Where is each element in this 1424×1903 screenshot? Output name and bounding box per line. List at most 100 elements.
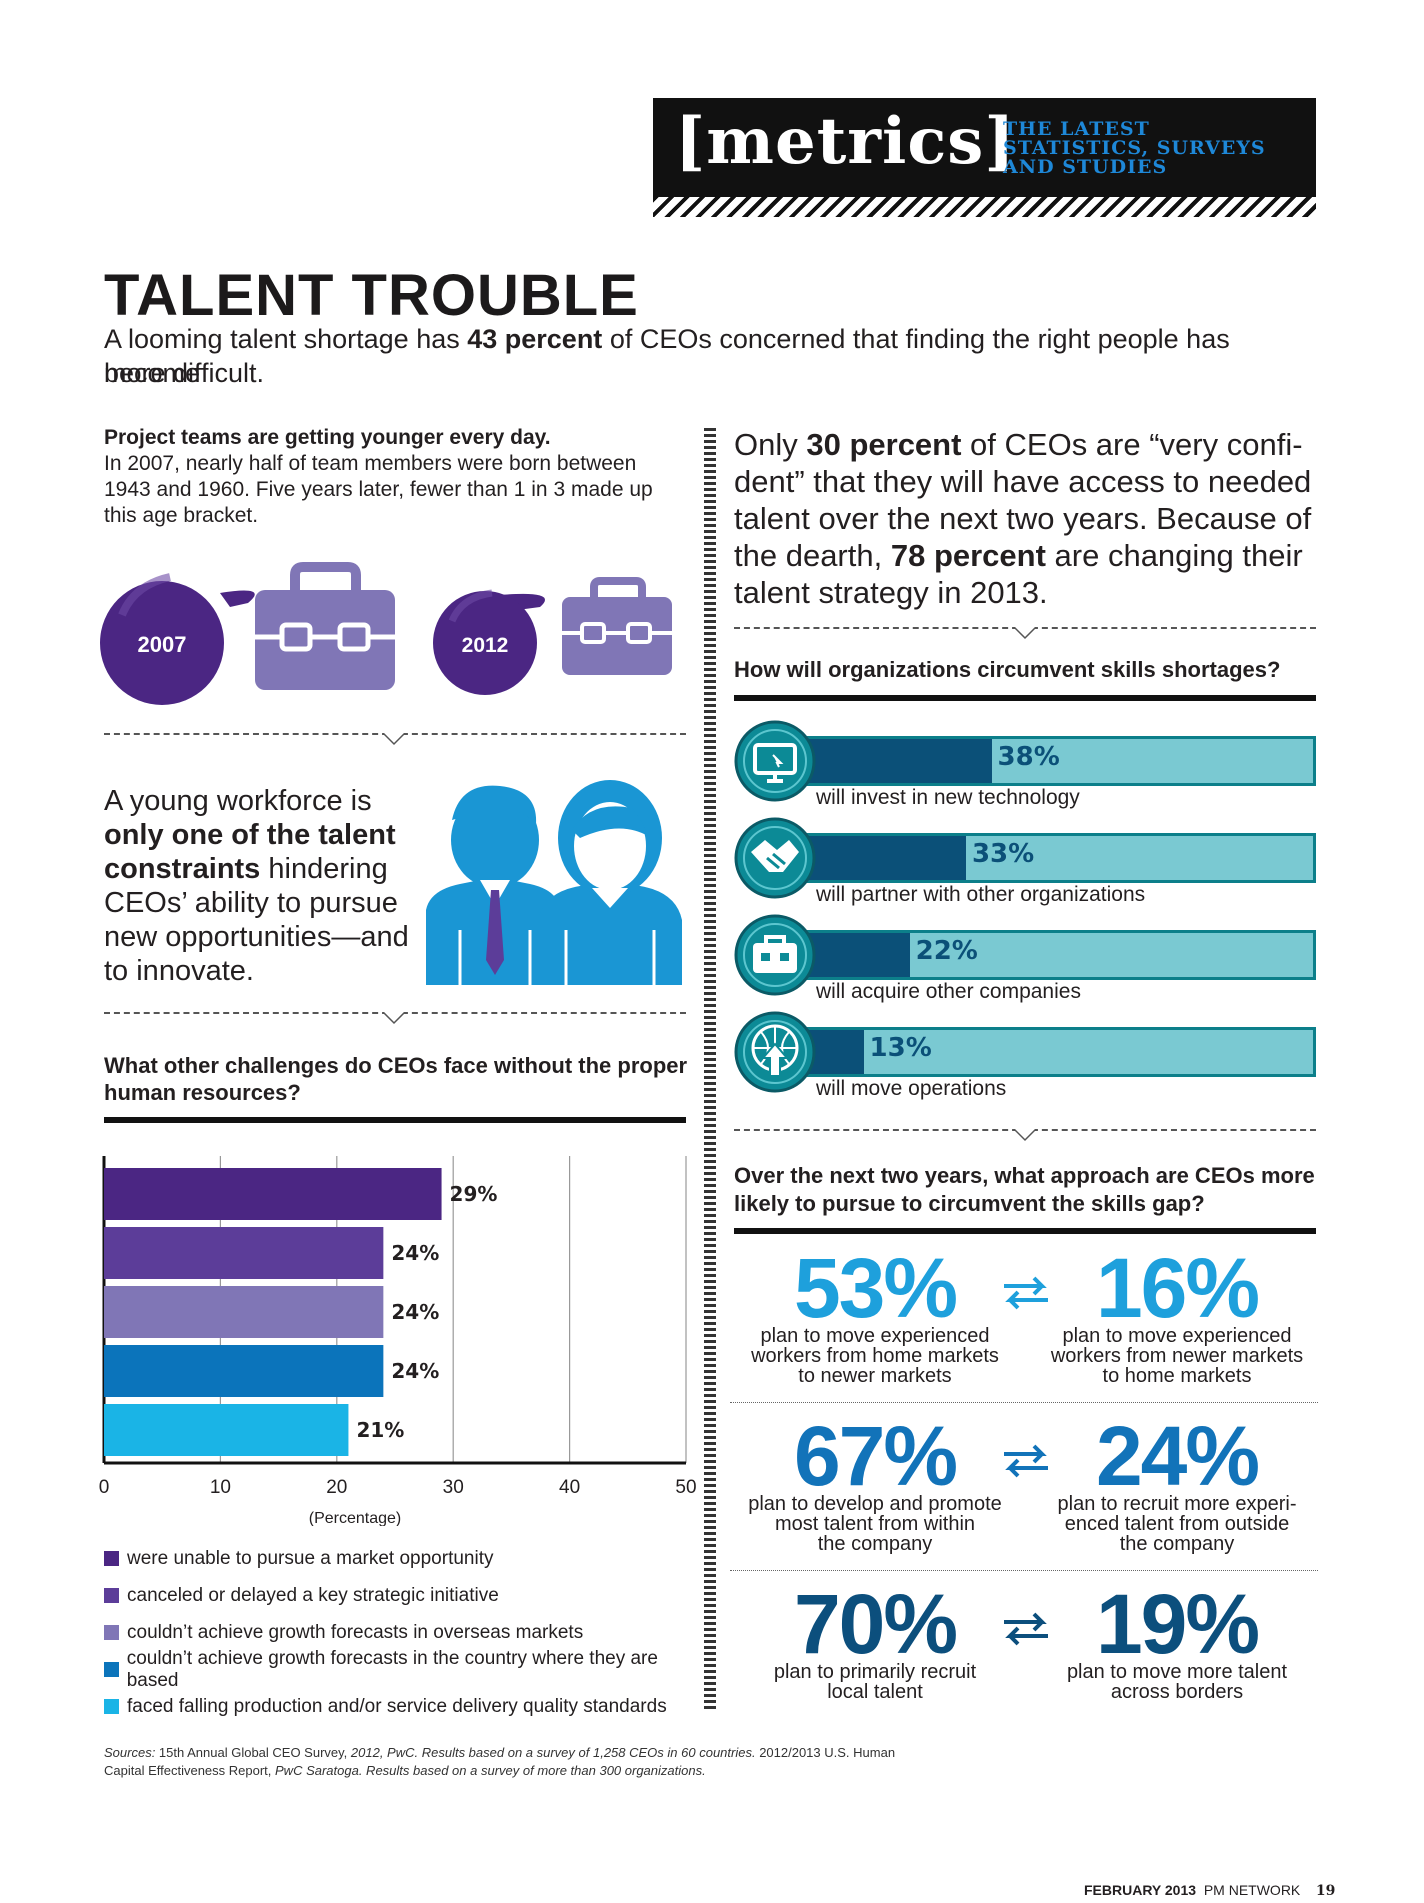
intro-bold: 43 percent <box>467 324 603 354</box>
data-label: 33% <box>971 839 1035 869</box>
bar <box>104 1168 442 1220</box>
workforce-text: hindering <box>260 853 388 885</box>
legend-item: couldn’t achieve growth forecasts in the… <box>104 1648 704 1691</box>
caption-left: plan to move experienced workers from hom… <box>730 1326 1020 1386</box>
intro-line: A looming talent shortage has 43 percent… <box>104 322 1324 390</box>
caption-line: the company <box>817 1533 933 1555</box>
swap-arrows-icon <box>1004 1276 1048 1310</box>
shortage-row: 13% will move operations <box>734 1009 1316 1106</box>
intro-line: more difficult. <box>104 358 265 388</box>
banner-tagline: THE LATEST STATISTICS, SURVEYS AND STUDI… <box>1003 120 1303 177</box>
row-divider <box>730 1570 1318 1571</box>
globe-icon <box>734 1011 816 1093</box>
caption-line: workers from home markets <box>751 1345 999 1367</box>
legend-label: faced falling production and/or service … <box>127 1695 667 1717</box>
workforce-block: A young workforce is only one of the tal… <box>104 784 434 988</box>
confidence-bold: 30 percent <box>806 427 962 462</box>
teams-heading: Project teams are getting younger every … <box>104 426 551 449</box>
data-label: 38% <box>997 742 1060 772</box>
handshake-icon <box>734 817 816 899</box>
x-axis-label: (Percentage) <box>309 1510 402 1526</box>
confidence-text: the dearth, <box>734 538 891 573</box>
caption-line: local talent <box>827 1681 923 1703</box>
percent-right: 19% <box>1095 1577 1260 1671</box>
sources-label: Sources: <box>104 1745 156 1760</box>
caption-line: plan to develop and promote <box>748 1493 1002 1515</box>
caption-left: plan to develop and promote most talent f… <box>730 1494 1020 1554</box>
caption-line: enced talent from outside <box>1064 1513 1290 1535</box>
caption-line: the company <box>1119 1533 1235 1555</box>
caption-line: plan to move experienced <box>1062 1325 1292 1347</box>
age-icons: 2007 2012 <box>100 562 672 705</box>
caption-line: workers from newer markets <box>1050 1345 1304 1367</box>
bar <box>801 739 992 783</box>
shortage-row: 38% will invest in new technology <box>734 718 1316 815</box>
rule <box>104 1117 686 1123</box>
caption-line: to home markets <box>1102 1365 1252 1387</box>
bar <box>104 1404 349 1456</box>
caption-right: plan to move experienced workers from new… <box>1032 1326 1322 1386</box>
caption-line: plan to move experienced <box>760 1325 990 1347</box>
confidence-bold: 78 percent <box>890 538 1046 573</box>
bar <box>104 1227 384 1279</box>
approach-heading: Over the next two years, what approach a… <box>734 1162 1334 1218</box>
percent-left: 67% <box>793 1409 958 1503</box>
sources-text: 2012/2013 U.S. Human <box>755 1745 896 1760</box>
confidence-line: talent over the next two years. Because … <box>734 501 1312 536</box>
confidence-text: Only <box>734 427 807 462</box>
approach-heading-line: Over the next two years, what approach a… <box>734 1163 1315 1188</box>
caption-left: plan to primarily recruit local talent <box>730 1662 1020 1702</box>
rule <box>734 1228 1316 1234</box>
x-tick-label: 0 <box>99 1477 110 1498</box>
footer-publication: PM NETWORK <box>1203 1882 1301 1898</box>
sources-text: PwC Saratoga. Results based on a survey … <box>275 1763 706 1778</box>
swap-arrows-icon <box>1004 1612 1048 1646</box>
percent-left: 53% <box>793 1241 958 1335</box>
divider-notch <box>1014 1129 1036 1142</box>
caption-right: plan to move more talent across borders <box>1032 1662 1322 1702</box>
category-label: will invest in new technology <box>816 786 1080 809</box>
data-label: 24% <box>391 1300 439 1324</box>
shortages-heading: How will organizations circumvent skills… <box>734 657 1281 682</box>
challenges-heading-line: What other challenges do CEOs face witho… <box>104 1053 688 1078</box>
legend-label: were unable to pursue a market opportuni… <box>127 1547 494 1569</box>
people-icon <box>426 780 682 985</box>
challenges-heading: What other challenges do CEOs face witho… <box>104 1052 704 1106</box>
data-label: 24% <box>391 1359 439 1383</box>
metrics-banner: [metrics] THE LATEST STATISTICS, SURVEYS… <box>653 98 1316 197</box>
caption-right: plan to recruit more experi-enced talent… <box>1032 1494 1322 1554</box>
row-divider <box>730 1402 1318 1403</box>
category-label: will partner with other organizations <box>816 883 1146 906</box>
workforce-line: to innovate. <box>104 955 254 987</box>
teams-body-line: this age bracket. <box>104 504 259 527</box>
bar <box>801 836 966 880</box>
legend-item: were unable to pursue a market opportuni… <box>104 1540 704 1577</box>
x-tick-label: 40 <box>559 1477 580 1498</box>
data-label: 24% <box>391 1241 439 1265</box>
challenges-heading-line: human resources? <box>104 1080 301 1105</box>
x-tick-label: 50 <box>675 1477 696 1498</box>
bar <box>104 1286 384 1338</box>
legend-item: couldn’t achieve growth forecasts in ove… <box>104 1614 704 1651</box>
challenges-bar-chart: 0 10 20 30 40 50 29% 24% 24% 24% 21% (Percentage) <box>99 1156 697 1526</box>
bar <box>801 933 910 977</box>
divider-notch <box>383 733 405 746</box>
legend-item: faced falling production and/or service … <box>104 1688 704 1725</box>
teams-body-line: 1943 and 1960. Five years later, fewer t… <box>104 478 653 501</box>
legend-label: canceled or delayed a key strategic init… <box>127 1584 499 1606</box>
column-divider <box>704 428 716 1712</box>
sources-text: 2012, PwC. Results based on a survey of … <box>350 1745 756 1760</box>
shortage-row: 22% will acquire other companies <box>734 912 1316 1009</box>
percent-right: 16% <box>1095 1241 1260 1335</box>
shortage-row: 33% will partner with other organizations <box>734 815 1316 912</box>
divider-notch <box>383 1012 405 1025</box>
shortages-bar-chart: 38% will invest in new technology 33% will … <box>734 718 1316 1103</box>
caption-line: plan to move more talent <box>1066 1661 1288 1683</box>
x-tick-label: 30 <box>443 1477 464 1498</box>
confidence-text: of CEOs are “very confi- <box>961 427 1303 462</box>
data-label: 13% <box>869 1033 932 1063</box>
tagline-line: STATISTICS, SURVEYS <box>1003 137 1266 159</box>
confidence-block: Only 30 percent of CEOs are “very confi-… <box>734 426 1334 611</box>
caption-line: plan to primarily recruit <box>773 1661 977 1683</box>
approach-comparisons: 53% 16% plan to move experienced workers fr… <box>730 1246 1322 1710</box>
